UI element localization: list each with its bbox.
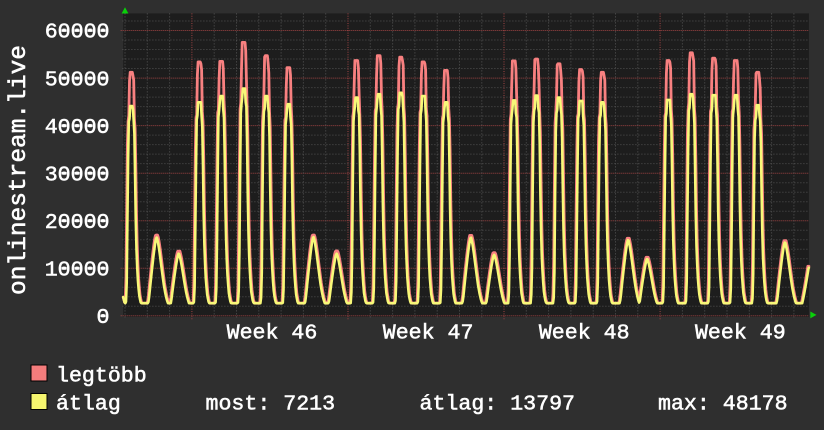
svg-text:Week 47: Week 47	[383, 322, 474, 346]
svg-text:onlinestream.live: onlinestream.live	[6, 45, 33, 295]
svg-text:most: 7213: most: 7213	[206, 392, 336, 416]
svg-text:átlag: 13797: átlag: 13797	[420, 392, 576, 416]
svg-text:60000: 60000	[45, 21, 110, 45]
svg-text:40000: 40000	[45, 116, 110, 140]
svg-text:Week 48: Week 48	[539, 322, 630, 346]
svg-text:max: 48178: max: 48178	[658, 392, 788, 416]
svg-text:50000: 50000	[45, 68, 110, 92]
svg-text:20000: 20000	[45, 211, 110, 235]
svg-text:0: 0	[97, 306, 110, 330]
svg-text:Week 46: Week 46	[227, 322, 318, 346]
svg-text:Week 49: Week 49	[695, 322, 786, 346]
svg-text:átlag: átlag	[56, 392, 121, 416]
svg-text:legtöbb: legtöbb	[56, 364, 147, 388]
svg-text:30000: 30000	[45, 163, 110, 187]
svg-text:10000: 10000	[45, 258, 110, 282]
